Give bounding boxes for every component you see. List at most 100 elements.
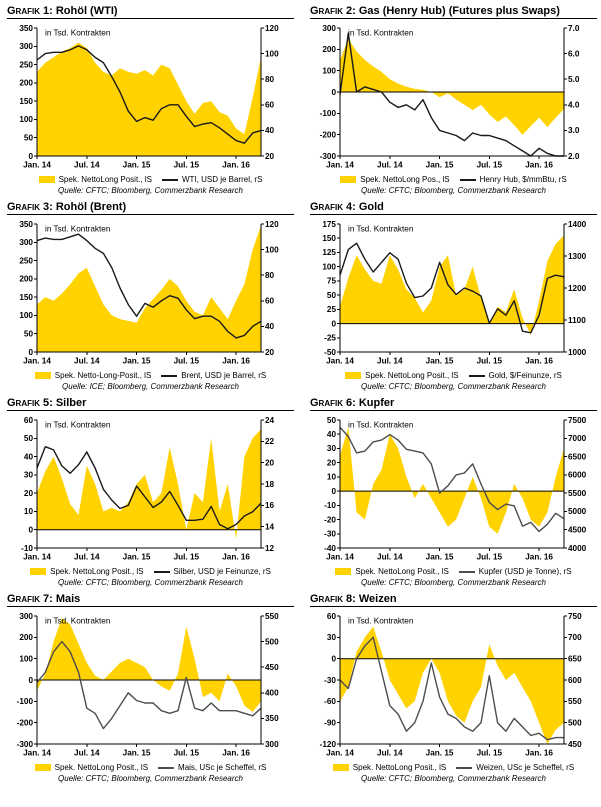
left-tick-label: -10 [324, 501, 336, 510]
price-line [36, 233, 262, 339]
left-tick-label: -25 [324, 334, 336, 343]
left-tick-label: -30 [324, 530, 336, 539]
left-tick-label: -30 [324, 676, 336, 685]
right-tick-label: 24 [265, 416, 275, 425]
chart-title-prefix: Grafik 2: [310, 5, 356, 17]
right-tick-label: 22 [265, 437, 275, 446]
right-tick-label: 1200 [568, 284, 587, 293]
net-long-area [340, 427, 564, 534]
left-tick-label: 50 [24, 134, 34, 143]
left-tick-label: 200 [19, 633, 33, 642]
x-tick-label: Jan. 16 [525, 749, 553, 758]
x-tick-label: Jul. 15 [174, 357, 200, 366]
left-tick-label: 300 [19, 612, 33, 621]
left-tick-label: 0 [28, 348, 33, 357]
right-tick-label: 750 [568, 612, 582, 621]
chart-title: Grafik 1: Rohöl (WTI) [7, 5, 294, 19]
left-tick-label: 100 [322, 66, 336, 75]
net-long-area [340, 38, 564, 135]
left-tick-label: 350 [19, 220, 33, 229]
chart-plot: -300 -200 -100 0 100 200 300 300 350 400 450 500 550… [17, 612, 279, 758]
x-tick-label: Jul. 15 [174, 553, 200, 562]
left-tick-label: 50 [24, 330, 34, 339]
left-tick-label: 200 [322, 45, 336, 54]
price-line [339, 426, 565, 533]
chart-plot: -40 -30 -20 -10 0 10 20 30 40 50 4000 4500 5000 5500 6… [324, 416, 587, 562]
chart-title-prefix: Grafik 1: [7, 5, 53, 17]
left-tick-label: 50 [327, 291, 337, 300]
chart-title-prefix: Grafik 7: [7, 593, 53, 605]
net-long-area [37, 429, 261, 539]
chart-source: Quelle: CFTC; Bloomberg, Commerzbank Res… [361, 774, 546, 783]
chart-legend: Spek. NettoLong Posit., lS WTI, USD je B… [7, 175, 294, 184]
price-line [36, 45, 262, 144]
x-tick-label: Jul. 14 [377, 161, 403, 170]
unit-label: in Tsd. Kontrakten [45, 29, 111, 38]
right-tick-label: 500 [265, 637, 279, 646]
right-tick-label: 6000 [568, 471, 587, 480]
area-swatch-icon [340, 176, 357, 183]
left-tick-label: 40 [327, 430, 337, 439]
line-legend-label: Gold, $/Feinunze, rS [488, 371, 562, 380]
legend-item-area: Spek. NettoLong Posit., lS [345, 371, 459, 380]
unit-label: in Tsd. Kontrakten [45, 225, 111, 234]
line-swatch-icon [458, 570, 475, 573]
line-swatch-icon [459, 178, 476, 181]
line-legend-label: Brent, USD je Barrel, rS [181, 371, 267, 380]
right-tick-label: 100 [265, 245, 279, 254]
x-tick-label: Jul. 14 [74, 553, 100, 562]
right-tick-label: 1400 [568, 220, 587, 229]
x-tick-label: Jan. 15 [123, 553, 151, 562]
left-tick-label: 100 [322, 262, 336, 271]
left-tick-label: 60 [24, 416, 34, 425]
chart-legend: Spek. Netto-Long-Posit., lS Brent, USD j… [7, 371, 294, 380]
left-tick-label: 0 [331, 654, 336, 663]
chart-source: Quelle: CFTC; Bloomberg, Commerzbank Res… [361, 186, 546, 195]
chart-title: Grafik 4: Gold [310, 201, 597, 215]
x-tick-label: Jan. 14 [23, 161, 51, 170]
right-tick-label: 40 [265, 322, 275, 331]
chart-source: Quelle: ICE; Bloomberg, Commerzbank Rese… [62, 382, 239, 391]
right-tick-label: 6500 [568, 452, 587, 461]
right-tick-label: 7.0 [568, 24, 580, 33]
x-tick-label: Jan. 16 [525, 553, 553, 562]
right-tick-label: 400 [265, 689, 279, 698]
chart-title-prefix: Grafik 5: [7, 397, 53, 409]
x-tick-label: Jan. 15 [123, 749, 151, 758]
chart-title-text: Rohöl (WTI) [55, 5, 118, 17]
right-tick-label: 350 [265, 714, 279, 723]
net-long-area [37, 42, 261, 156]
left-tick-label: -100 [320, 109, 337, 118]
right-tick-label: 20 [265, 348, 275, 357]
right-tick-label: 700 [568, 633, 582, 642]
left-tick-label: 60 [327, 612, 337, 621]
unit-label: in Tsd. Kontrakten [348, 617, 414, 626]
line-legend-label: WTI, USD je Barrel, rS [181, 175, 263, 184]
area-legend-label: Spek. NettoLong Posit., lS [365, 371, 459, 380]
line-swatch-icon [468, 374, 485, 377]
chart-panel: Grafik 6: Kupfer -40 -30 -20 -10 0 10 20 30 40 50 4… [310, 397, 597, 587]
area-legend-label: Spek. NettoLong Posit., lS [58, 175, 152, 184]
left-tick-label: 350 [19, 24, 33, 33]
chart-legend: Spek. NettoLong Posit., lS Silber, USD j… [7, 567, 294, 576]
chart-title-prefix: Grafik 6: [310, 397, 356, 409]
left-tick-label: 10 [24, 507, 34, 516]
right-tick-label: 650 [568, 654, 582, 663]
right-tick-label: 3.0 [568, 126, 580, 135]
x-tick-label: Jul. 14 [377, 357, 403, 366]
right-tick-label: 600 [568, 676, 582, 685]
chart-title-text: Gas (Henry Hub) (Futures plus Swaps) [358, 5, 560, 17]
left-tick-label: 100 [19, 115, 33, 124]
line-swatch-icon [161, 178, 178, 181]
chart-source: Quelle: CFTC; Bloomberg, Commerzbank Res… [361, 578, 546, 587]
line-swatch-icon [456, 766, 473, 769]
chart-title-text: Kupfer [358, 397, 395, 409]
price-line [36, 640, 262, 730]
chart-title-text: Silber [55, 397, 87, 409]
x-tick-label: Jul. 14 [377, 749, 403, 758]
left-tick-label: 75 [327, 277, 337, 286]
area-legend-label: Spek. NettoLong Pos., lS [360, 175, 450, 184]
x-tick-label: Jan. 14 [326, 161, 354, 170]
right-tick-label: 450 [568, 740, 582, 749]
legend-item-line: Weizen, USc je Scheffel, rS [456, 763, 574, 772]
